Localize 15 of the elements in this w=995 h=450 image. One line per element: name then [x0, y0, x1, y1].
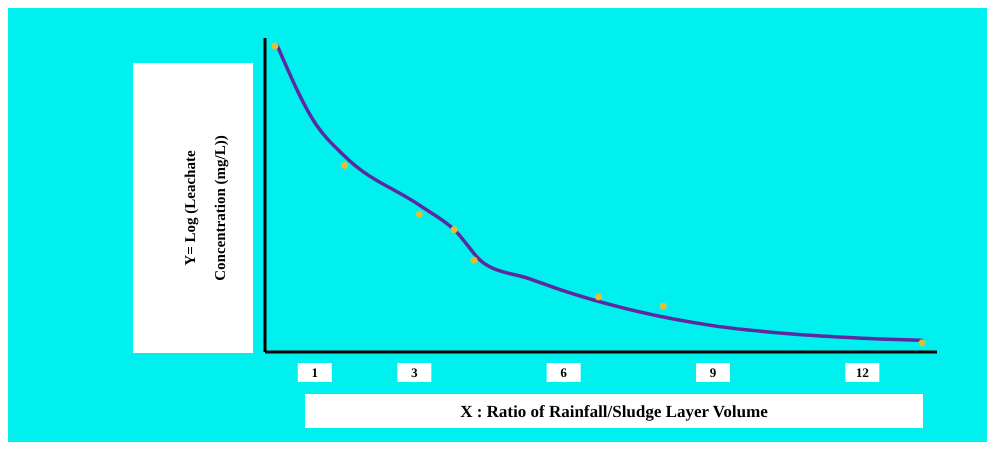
- x-tick-label: 1: [312, 365, 318, 380]
- x-tick-label: 3: [411, 365, 418, 380]
- point: [271, 42, 278, 50]
- x-tick-label: 6: [560, 365, 568, 380]
- x-axis-title: X : Ratio of Rainfall/Sludge Layer Volume: [460, 402, 768, 421]
- x-tick-label: 12: [856, 365, 869, 380]
- x-tick-label: 9: [710, 365, 717, 380]
- point: [595, 293, 602, 300]
- point: [470, 256, 478, 264]
- y-axis-title: Y= Log (Leachate Concentration (mg/L)): [183, 135, 229, 281]
- point: [450, 226, 458, 234]
- point: [660, 302, 667, 310]
- point: [341, 162, 348, 169]
- point: [416, 210, 423, 218]
- point: [918, 339, 926, 346]
